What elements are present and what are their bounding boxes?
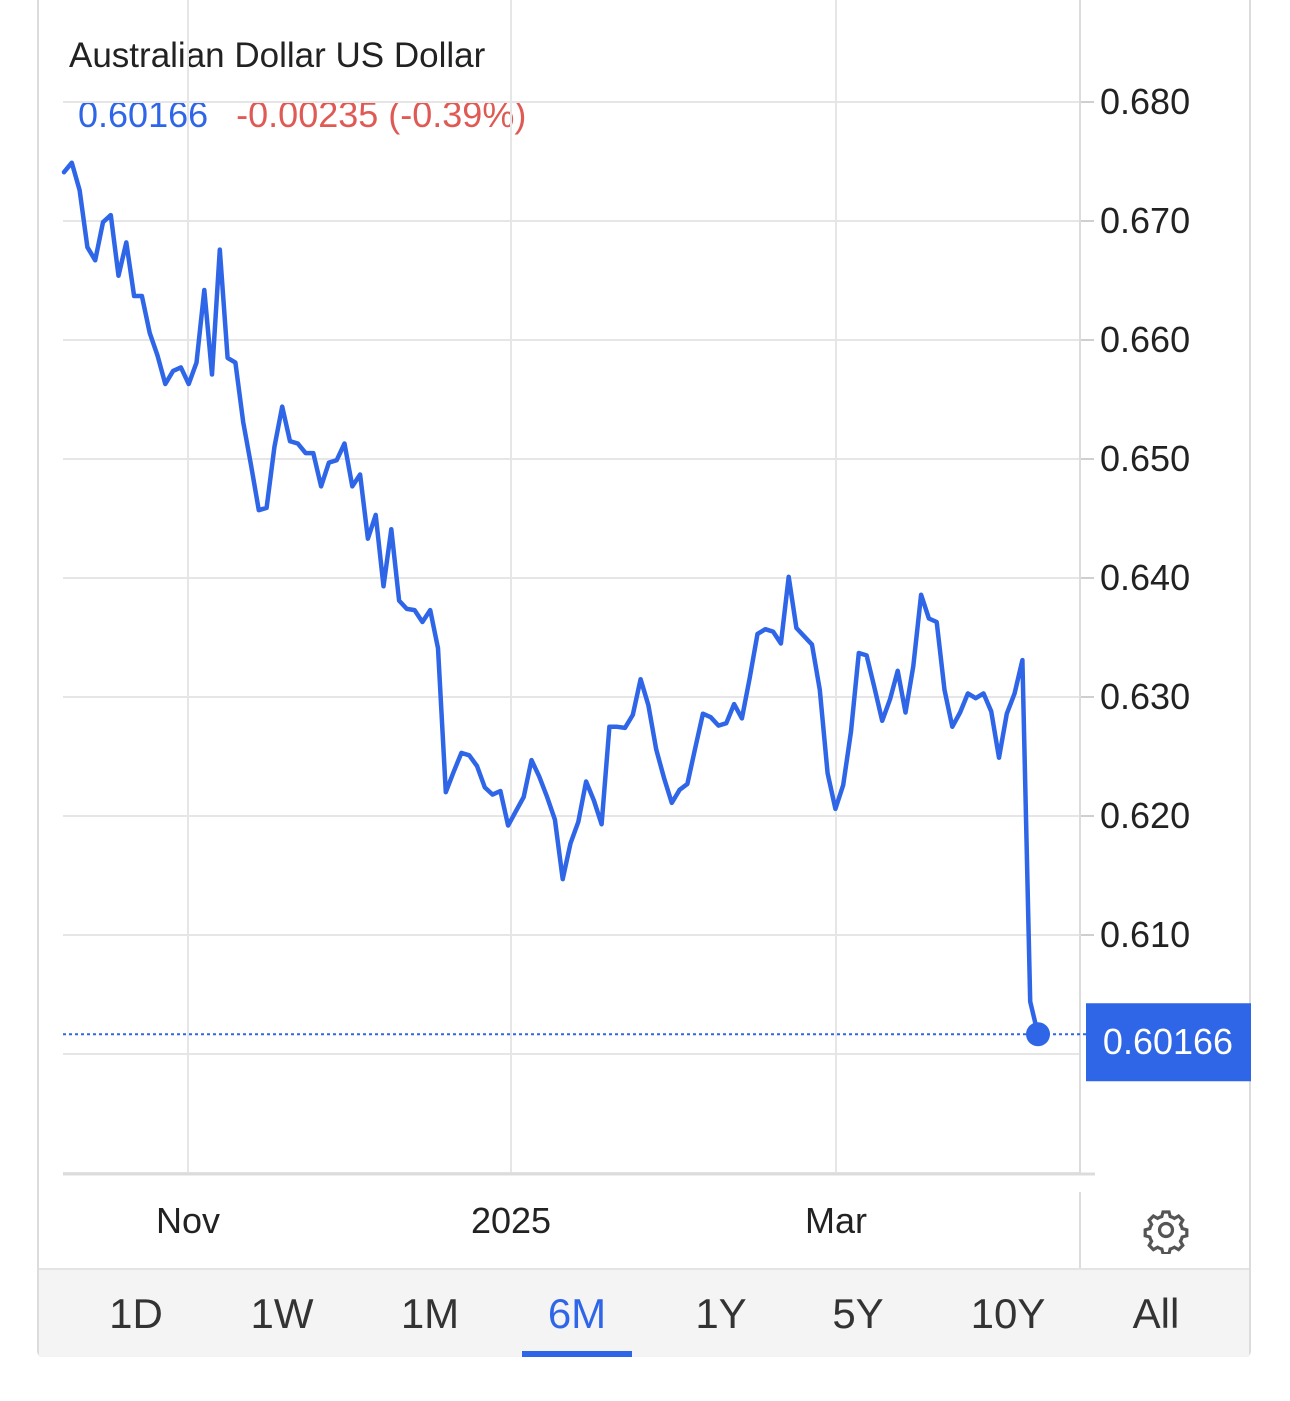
tab-1w[interactable]: 1W bbox=[250, 1289, 314, 1337]
y-tick-label: 0.610 bbox=[1100, 914, 1190, 955]
x-tick-label: Nov bbox=[156, 1200, 220, 1241]
chart-card bbox=[37, 0, 1251, 1357]
quote-line: 0.60166 -0.00235 (-0.39%) bbox=[78, 94, 526, 136]
instrument-title: Australian Dollar US Dollar bbox=[69, 36, 486, 75]
grid-lines bbox=[63, 0, 1095, 1268]
series-group: 0.60166 bbox=[61, 160, 1251, 1082]
y-tick-label: 0.640 bbox=[1100, 557, 1190, 598]
y-tick-label: 0.670 bbox=[1100, 200, 1190, 241]
last-price: 0.60166 bbox=[78, 94, 209, 135]
range-tabs: 1D 1W 1M 6M 1Y 5Y 10Y All bbox=[39, 1268, 1249, 1357]
tab-all[interactable]: All bbox=[1132, 1289, 1180, 1337]
y-tick-label: 0.630 bbox=[1100, 676, 1190, 717]
y-tick-label: 0.620 bbox=[1100, 795, 1190, 836]
price-change: -0.00235 (-0.39%) bbox=[236, 94, 527, 135]
x-tick-label: Mar bbox=[805, 1200, 867, 1241]
y-axis: 0.680 0.670 0.660 0.650 0.640 0.630 0.620 0.610 bbox=[1100, 81, 1190, 955]
tab-6m[interactable]: 6M bbox=[522, 1270, 632, 1357]
tab-5y[interactable]: 5Y bbox=[832, 1289, 884, 1337]
gear-icon bbox=[1143, 1210, 1189, 1256]
tab-10y[interactable]: 10Y bbox=[970, 1289, 1046, 1337]
x-axis: Nov 2025 Mar bbox=[156, 1200, 867, 1241]
price-chart[interactable]: 0.680 0.670 0.660 0.650 0.640 0.630 0.620 0.610… bbox=[0, 0, 1290, 1270]
y-tick-label: 0.650 bbox=[1100, 438, 1190, 479]
tab-1m[interactable]: 1M bbox=[400, 1289, 460, 1337]
y-tick-label: 0.680 bbox=[1100, 81, 1190, 122]
settings-button[interactable] bbox=[1142, 1206, 1190, 1256]
tab-1y[interactable]: 1Y bbox=[695, 1289, 747, 1337]
tab-1d[interactable]: 1D bbox=[109, 1289, 163, 1337]
last-value-label: 0.60166 bbox=[1103, 1021, 1233, 1062]
last-point bbox=[1026, 1022, 1050, 1047]
y-tick-label: 0.660 bbox=[1100, 319, 1190, 360]
x-tick-label: 2025 bbox=[471, 1200, 551, 1241]
last-value-badge bbox=[1086, 1003, 1251, 1082]
series-line bbox=[61, 160, 1041, 1037]
